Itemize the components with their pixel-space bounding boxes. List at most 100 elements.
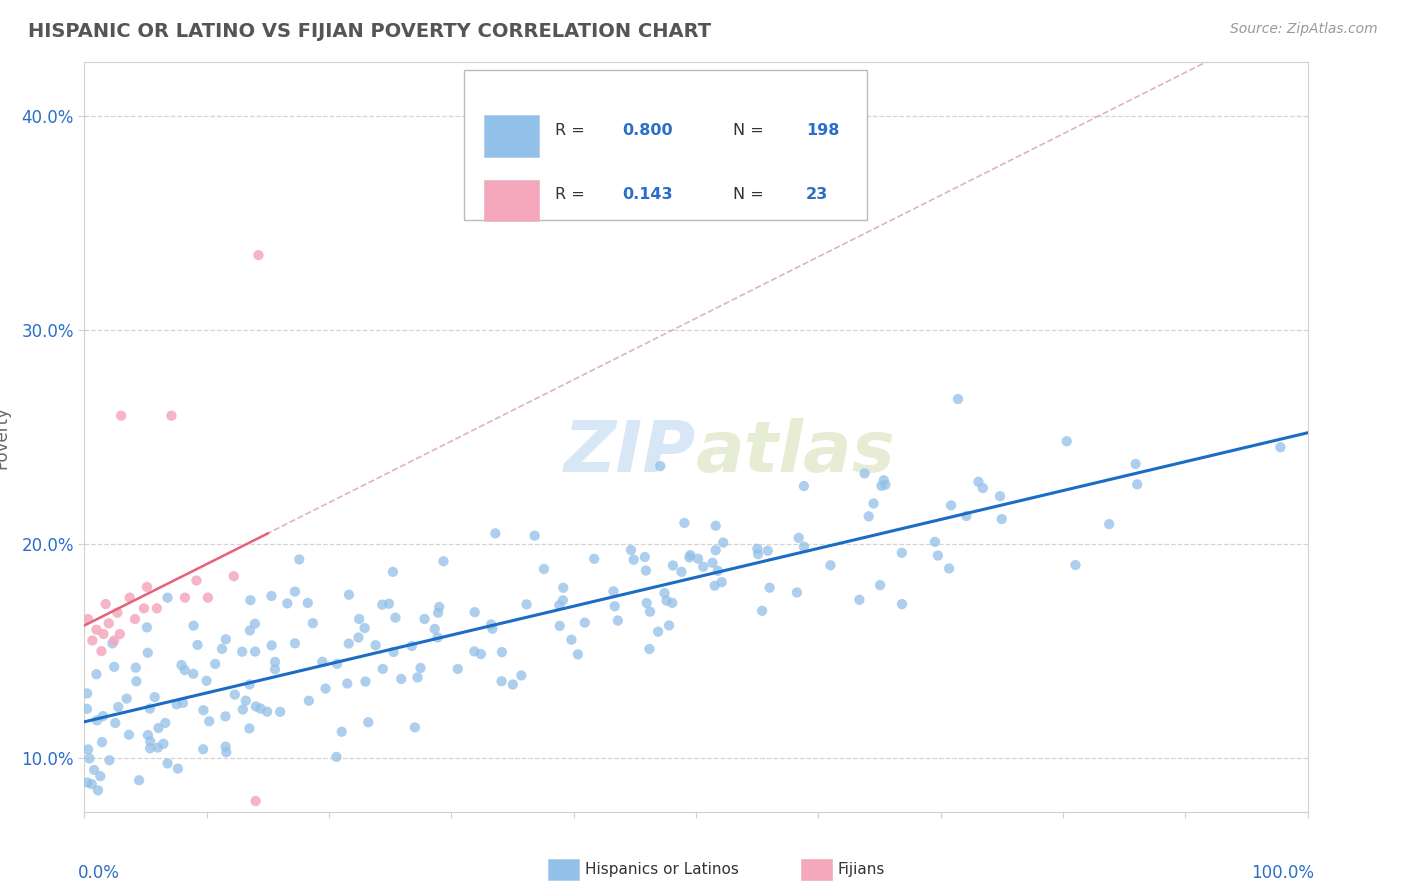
Point [655,593,678,607]
Point [946,392,969,406]
Point [938,561,960,575]
Point [704,543,727,558]
Point [650,459,672,474]
Point [523,529,546,543]
Point [76,686,98,700]
Point [98,753,121,767]
Text: 0.143: 0.143 [623,187,673,202]
Point [76,775,98,789]
Point [574,615,596,630]
Point [638,605,661,619]
Point [264,662,287,676]
Point [484,526,506,541]
Point [1098,517,1121,532]
Point [86,623,108,637]
Point [786,585,808,599]
Point [364,638,387,652]
Point [82,633,104,648]
Point [432,554,454,568]
Point [125,661,148,675]
Point [502,677,524,691]
Point [104,716,127,731]
Point [1270,440,1292,454]
Point [378,597,401,611]
Point [298,694,321,708]
Point [108,627,131,641]
Text: R =: R = [555,187,585,202]
Point [710,575,733,590]
Point [155,715,177,730]
Point [107,700,129,714]
Point [967,475,990,489]
Point [955,508,977,523]
Point [990,512,1012,526]
Point [187,638,209,652]
Point [551,593,574,607]
Point [1056,434,1078,449]
Bar [484,179,540,220]
Text: 0.800: 0.800 [623,123,673,138]
Point [602,584,624,599]
Point [247,248,270,262]
Point [464,605,486,619]
Point [384,610,406,624]
Point [548,598,571,612]
Point [787,531,810,545]
Point [875,477,897,491]
Point [301,616,323,631]
Point [707,564,730,578]
Point [354,674,377,689]
Point [91,709,114,723]
Point [820,558,842,573]
Point [972,481,994,495]
Point [86,667,108,681]
Point [238,722,260,736]
Point [756,543,779,558]
Point [86,714,108,728]
Point [751,604,773,618]
Point [567,648,589,662]
Point [747,547,769,561]
Point [197,591,219,605]
Point [702,556,724,570]
Point [891,597,914,611]
Point [80,777,103,791]
Point [427,606,450,620]
Point [260,639,283,653]
Text: Fijians: Fijians [838,863,886,877]
Point [260,589,283,603]
Point [170,658,193,673]
Point [143,690,166,705]
Point [686,551,709,566]
Point [853,467,876,481]
Text: 198: 198 [806,123,839,138]
Point [76,702,98,716]
Point [382,645,405,659]
Point [516,598,538,612]
Point [409,661,432,675]
Point [103,633,125,648]
Y-axis label: Poverty: Poverty [0,406,10,468]
Text: Hispanics or Latinos: Hispanics or Latinos [585,863,738,877]
Point [325,750,347,764]
Point [173,663,195,677]
Point [401,639,423,653]
Point [214,709,236,723]
Point [337,588,360,602]
Point [284,584,307,599]
Point [406,670,429,684]
Point [747,541,769,556]
Point [553,581,575,595]
Point [93,627,115,641]
Point [105,606,128,620]
Point [848,592,870,607]
Point [873,473,896,487]
Point [311,655,333,669]
Point [215,745,238,759]
Point [297,596,319,610]
Point [423,622,446,636]
Point [1064,558,1087,572]
Point [243,616,266,631]
Point [869,578,891,592]
Point [132,601,155,615]
